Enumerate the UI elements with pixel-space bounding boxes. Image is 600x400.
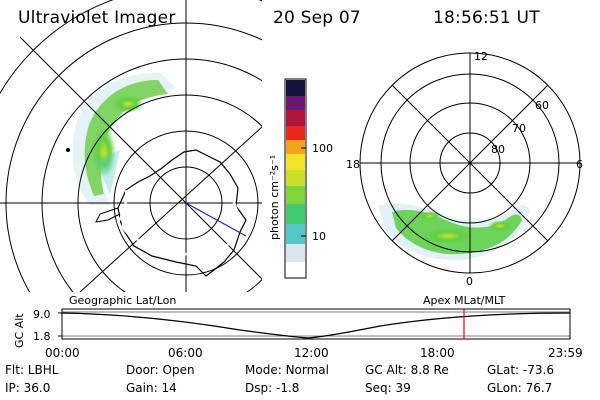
info-label: IP:	[5, 381, 20, 395]
info-dsp: Dsp: -1.8	[245, 381, 299, 395]
info-flt: Flt: LBHL	[5, 363, 58, 377]
mlt-meridians	[360, 53, 580, 273]
mlat-label-60: 60	[535, 99, 549, 112]
info-gain: Gain: 14	[126, 381, 177, 395]
info-label: Flt:	[5, 363, 24, 377]
geographic-map-panel	[0, 0, 262, 292]
geographic-panel-label: Geographic Lat/Lon	[69, 294, 176, 307]
aurora-bright-spot	[422, 228, 474, 244]
info-value: 76.7	[525, 381, 553, 395]
info-value: -1.8	[275, 381, 300, 395]
mlat-label-80: 80	[491, 143, 505, 156]
aurora-bright-spot	[488, 220, 512, 232]
altitude-ytick-1-8: 1.8	[33, 330, 51, 343]
aurora-haze	[96, 150, 120, 195]
mlt-label-0: 0	[466, 275, 473, 288]
info-value: 36.0	[23, 381, 51, 395]
aurora-bright-spot	[418, 211, 442, 221]
info-value: LBHL	[27, 363, 59, 377]
time-tick-2359: 23:59	[548, 346, 583, 360]
station-marker	[66, 148, 70, 152]
info-label: Seq:	[365, 381, 392, 395]
aurora-bright-spot	[92, 126, 116, 178]
time-tick-1800: 18:00	[420, 346, 455, 360]
mlat-label-70: 70	[512, 122, 526, 135]
altitude-ylabel: GC Alt	[13, 313, 26, 348]
magnetic-polar-panel: 12 18 6 0 60 70 80	[346, 50, 583, 288]
magnetic-panel-label: Apex MLat/MLT	[423, 294, 506, 307]
time-tick-0000: 00:00	[45, 346, 80, 360]
instrument-title: Ultraviolet Imager	[18, 8, 176, 28]
info-label: GLon:	[487, 381, 522, 395]
time-tick-1200: 12:00	[294, 346, 329, 360]
altitude-ytick-9: 9.0	[33, 308, 51, 321]
colorbar: 100 10 photon cm⁻²s⁻¹	[268, 78, 333, 279]
info-value: Open	[162, 363, 195, 377]
colorbar-unit-label: photon cm⁻²s⁻¹	[268, 155, 281, 240]
info-door: Door: Open	[126, 363, 195, 377]
info-mode: Mode: Normal	[245, 363, 329, 377]
time-label: 18:56:51 UT	[433, 8, 540, 28]
info-seq: Seq: 39	[365, 381, 411, 395]
info-value: Normal	[285, 363, 329, 377]
info-value: 8.8 Re	[410, 363, 449, 377]
info-label: Mode:	[245, 363, 282, 377]
meridian-lines	[0, 0, 262, 292]
altitude-plot-frame	[61, 308, 571, 340]
info-label: Gain:	[126, 381, 158, 395]
mlt-label-6: 6	[576, 158, 583, 171]
info-value: 39	[395, 381, 411, 395]
mlt-label-12: 12	[474, 50, 488, 63]
colorbar-tick-100: 100	[312, 142, 333, 155]
coastline-highlight	[116, 189, 240, 256]
altitude-curve	[61, 312, 571, 339]
info-glat: GLat: -73.6	[487, 363, 554, 377]
antarctica-coastline	[117, 149, 247, 277]
info-glon: GLon: 76.7	[487, 381, 552, 395]
date-label: 20 Sep 07	[273, 8, 361, 28]
info-label: GLat:	[487, 363, 520, 377]
colorbar-tick-10: 10	[312, 230, 326, 243]
info-ip: IP: 36.0	[5, 381, 50, 395]
aurora-oval	[84, 80, 168, 196]
info-label: GC Alt:	[365, 363, 407, 377]
time-tick-0600: 06:00	[168, 346, 203, 360]
sun-direction-line	[185, 202, 247, 237]
info-label: Door:	[126, 363, 159, 377]
info-value: -73.6	[522, 363, 554, 377]
mlt-label-18: 18	[346, 158, 360, 171]
info-gc-alt: GC Alt: 8.8 Re	[365, 363, 449, 377]
aurora-bright-spot	[112, 95, 144, 113]
altitude-timeline: 9.0 1.8 GC Alt 00:00 06:00 12:00 18:00 2…	[13, 308, 583, 360]
info-value: 14	[161, 381, 177, 395]
latitude-circles	[0, 0, 262, 292]
antarctic-peninsula	[95, 207, 121, 223]
info-label: Dsp:	[245, 381, 273, 395]
